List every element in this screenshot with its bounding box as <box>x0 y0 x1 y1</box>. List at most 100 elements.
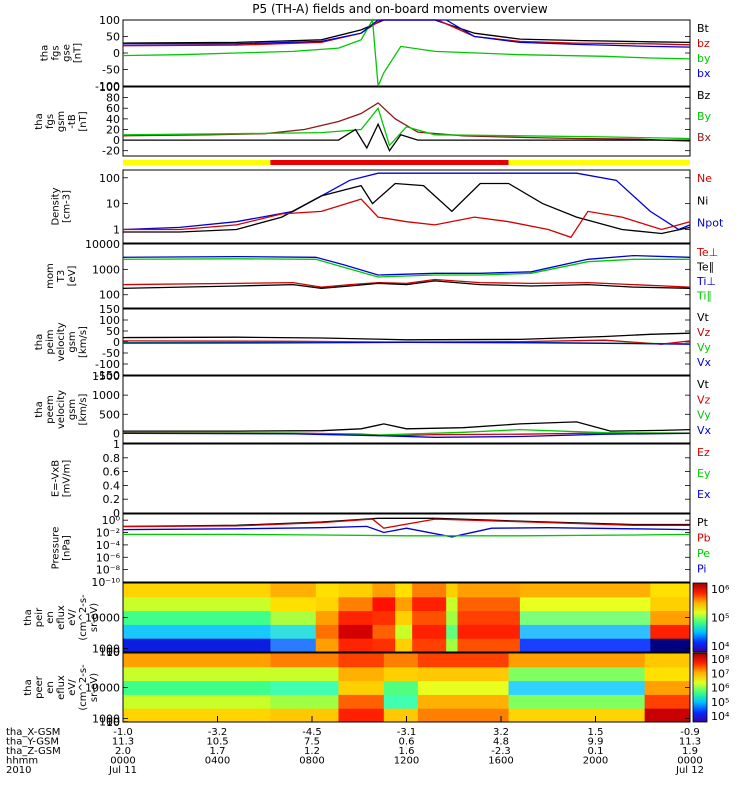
spectrogram-cell <box>644 708 691 723</box>
y-tick-label: 50 <box>106 31 120 44</box>
colorbar-tick-label: 10⁸ <box>711 653 730 666</box>
spectrogram-cell <box>315 610 339 625</box>
series-line-ni <box>123 182 691 235</box>
spectrogram-cell <box>315 596 339 612</box>
y-axis-label-line: tha <box>23 609 34 625</box>
spectrogram-cell <box>372 610 396 625</box>
spectrogram-cell <box>519 638 651 653</box>
legend-ti∥: Ti∥ <box>696 290 712 303</box>
series-line-vt <box>122 332 691 341</box>
y-axis-label-line: en <box>45 681 56 694</box>
x-axis-value: 11.3 <box>112 737 134 748</box>
panel-density: 1 10 100 Density [cm-3] Ne Ni Npot <box>51 169 724 244</box>
y-axis-label-line: peim <box>45 329 56 354</box>
legend-ez: Ez <box>697 446 710 459</box>
y-tick-label: 20 <box>106 123 120 136</box>
x-axis-row-label: 2010 <box>6 765 31 776</box>
y-tick-label: 40 <box>106 113 120 126</box>
colorbar <box>692 582 708 653</box>
legend-pt: Pt <box>697 516 709 529</box>
y-tick-label: 10000 <box>85 682 120 695</box>
y-tick-label: 0 <box>113 427 120 440</box>
x-axis-value: 0800 <box>299 756 324 767</box>
spectrogram-cell <box>270 638 317 653</box>
y-axis-label-line: [nT] <box>78 111 89 131</box>
y-axis-label-line: [km/s] <box>78 393 89 425</box>
y-tick-label: 100 <box>99 14 120 27</box>
spectrogram-cell <box>446 596 459 612</box>
colorbar-tick-label: 10⁶ <box>711 583 730 596</box>
spectrogram-cell <box>457 610 521 625</box>
legend-pi: Pi <box>697 563 706 576</box>
y-axis-label-line: gsm <box>67 399 78 420</box>
x-axis-value: 3.2 <box>493 727 509 738</box>
y-axis-label-line: (cm^2-s- <box>78 594 89 641</box>
legend-vt: Vt <box>697 378 710 391</box>
x-axis-row-label: tha_Y-GSM <box>6 737 59 748</box>
x-axis-value: 10.5 <box>206 737 228 748</box>
spectrogram-cell <box>338 653 385 668</box>
spectrogram-cell <box>395 583 413 598</box>
x-axis-value: Jul 11 <box>108 765 137 776</box>
spectrogram-cell <box>338 666 385 682</box>
y-tick-label: 10000 <box>85 238 120 251</box>
spectrogram-cell <box>412 583 447 598</box>
x-axis-value: -0.9 <box>680 727 700 738</box>
series-line-vx <box>122 432 691 438</box>
spectrogram-cell <box>372 638 396 653</box>
y-axis-label-line: [nPa] <box>62 535 73 561</box>
y-tick-label: 0.4 <box>103 479 121 492</box>
y-axis-label-line: [cm-3] <box>62 190 73 223</box>
y-axis-label-line: tha <box>34 334 45 350</box>
panel-frame <box>122 86 691 157</box>
series-line-pe <box>123 533 691 537</box>
y-tick-label: -150 <box>95 369 120 382</box>
y-axis-label-line: peem <box>45 395 56 423</box>
legend-ni: Ni <box>697 194 708 207</box>
y-tick-label: 10⁻¹⁰ <box>91 576 120 589</box>
series-line-by <box>122 106 691 147</box>
x-axis-row-label: tha_X-GSM <box>6 727 60 738</box>
x-axis-value: Jul 12 <box>675 765 704 776</box>
spectrogram-cell <box>650 638 691 653</box>
y-tick-label: 1000 <box>92 643 120 656</box>
y-tick-label: 1000 <box>92 389 120 402</box>
y-axis-label-line: E=-VxB <box>51 460 62 497</box>
spectrogram-cell <box>650 610 691 625</box>
spectrogram-cell <box>270 666 339 682</box>
series-line-by <box>122 17 691 87</box>
legend-by: By <box>697 110 712 123</box>
x-axis-value: 1.9 <box>682 746 698 757</box>
spectrogram-cell <box>123 708 271 723</box>
y-axis-label-line: velocity <box>56 390 67 429</box>
spectrogram-cell <box>508 653 646 668</box>
spectrogram-cell <box>383 680 419 695</box>
x-axis-value: 1200 <box>394 756 419 767</box>
y-tick-label: 150 <box>99 303 120 316</box>
spectrogram-cell <box>446 610 459 625</box>
spectrogram-cell <box>519 624 651 639</box>
spectrogram-cell <box>446 638 459 653</box>
legend-vt: Vt <box>697 311 710 324</box>
x-axis-value: 0000 <box>110 756 135 767</box>
y-axis-label-line: eflux <box>56 605 67 630</box>
series-line-pi <box>122 525 691 538</box>
spectrogram-cell <box>650 583 691 598</box>
panel-peem_velocity: 0 500 1000 1500 tha peem velocity gsm [km/s] Vt Vz… <box>34 370 712 444</box>
spectrogram-cell <box>270 610 317 625</box>
y-tick-label: 0.2 <box>103 493 121 506</box>
colorbar-tick-label: 10⁷ <box>711 667 729 680</box>
series-line-bz <box>123 122 690 153</box>
y-axis-label-line: Density <box>51 187 62 225</box>
series-line-vx <box>122 341 691 345</box>
spectrogram-cell <box>383 653 419 668</box>
legend-vz: Vz <box>697 393 711 406</box>
y-tick-label: -100 <box>95 358 120 371</box>
spectrogram-cell <box>644 694 691 709</box>
colorbar <box>692 652 708 723</box>
y-axis-label-line: T3 <box>56 270 67 283</box>
spectrogram-cell <box>457 583 521 598</box>
